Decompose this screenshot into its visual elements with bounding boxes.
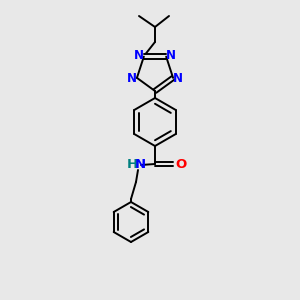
Text: N: N bbox=[127, 72, 137, 86]
Text: N: N bbox=[134, 158, 146, 170]
Text: O: O bbox=[176, 158, 187, 170]
Text: N: N bbox=[166, 49, 176, 62]
Text: N: N bbox=[134, 49, 144, 62]
Text: N: N bbox=[173, 72, 183, 86]
Text: H: H bbox=[126, 158, 138, 170]
